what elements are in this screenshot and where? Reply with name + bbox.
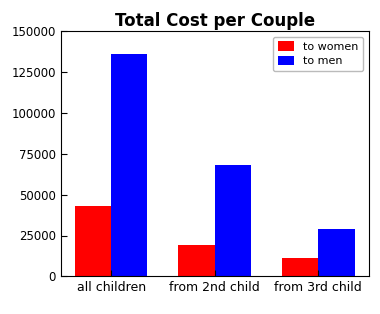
Bar [75,206,111,276]
Bar [215,165,251,276]
Bar [282,258,318,276]
Bar [179,245,215,276]
Bar [111,54,147,276]
Legend: to women, to men: to women, to men [273,37,363,71]
Title: Total Cost per Couple: Total Cost per Couple [115,12,315,30]
Bar [318,229,355,276]
